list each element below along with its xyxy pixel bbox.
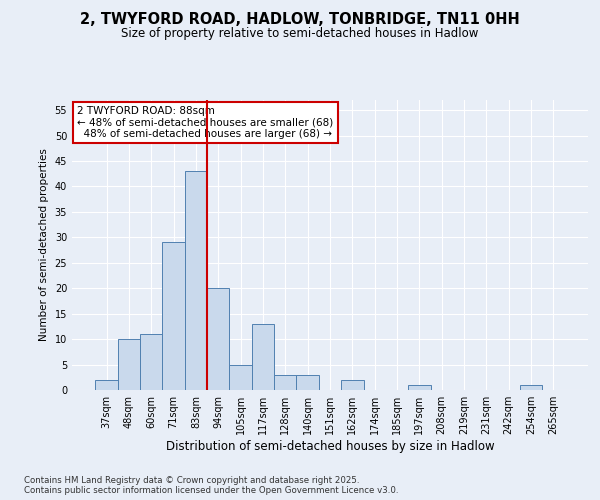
Bar bbox=[163, 242, 185, 390]
Y-axis label: Number of semi-detached properties: Number of semi-detached properties bbox=[39, 148, 49, 342]
Text: 2 TWYFORD ROAD: 88sqm
← 48% of semi-detached houses are smaller (68)
  48% of se: 2 TWYFORD ROAD: 88sqm ← 48% of semi-deta… bbox=[77, 106, 334, 139]
Bar bbox=[341, 380, 364, 390]
Bar bbox=[229, 364, 252, 390]
Bar bbox=[296, 374, 319, 390]
Bar bbox=[207, 288, 229, 390]
Bar bbox=[185, 171, 207, 390]
Text: Size of property relative to semi-detached houses in Hadlow: Size of property relative to semi-detach… bbox=[121, 28, 479, 40]
Text: 2, TWYFORD ROAD, HADLOW, TONBRIDGE, TN11 0HH: 2, TWYFORD ROAD, HADLOW, TONBRIDGE, TN11… bbox=[80, 12, 520, 28]
Bar bbox=[520, 385, 542, 390]
Bar bbox=[252, 324, 274, 390]
Bar bbox=[274, 374, 296, 390]
Bar bbox=[408, 385, 431, 390]
Text: Contains HM Land Registry data © Crown copyright and database right 2025.
Contai: Contains HM Land Registry data © Crown c… bbox=[24, 476, 398, 495]
Bar bbox=[140, 334, 163, 390]
X-axis label: Distribution of semi-detached houses by size in Hadlow: Distribution of semi-detached houses by … bbox=[166, 440, 494, 453]
Bar bbox=[95, 380, 118, 390]
Bar bbox=[118, 339, 140, 390]
